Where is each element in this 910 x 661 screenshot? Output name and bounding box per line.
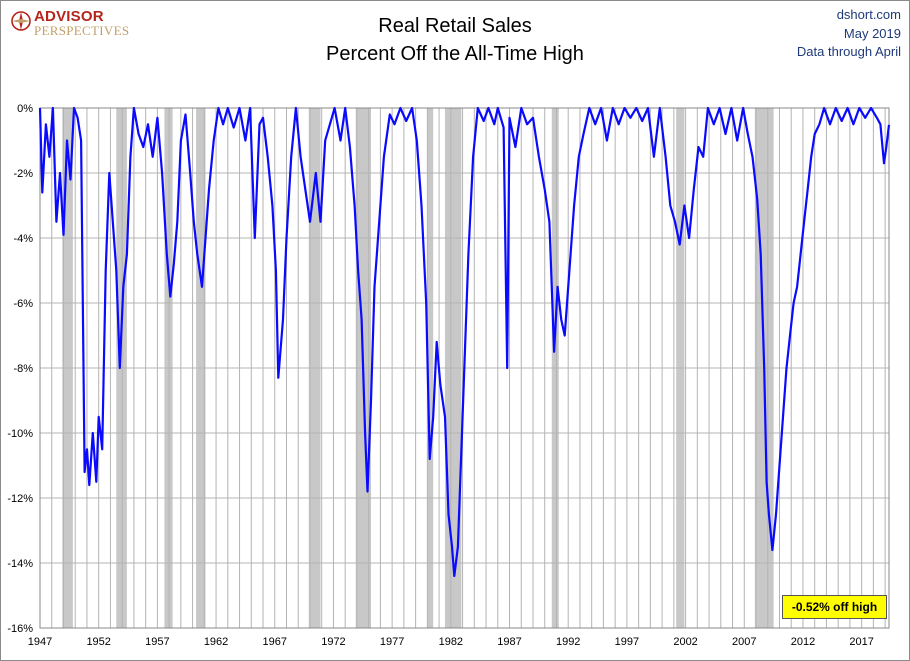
y-tick-label: -8% (13, 363, 33, 375)
y-axis-labels: 0% -2% -4% -6% -8% -10% -12% -14% -16% (7, 103, 33, 635)
series-line (38, 106, 891, 578)
x-tick-label: 1982 (439, 636, 463, 648)
x-axis-labels: 1947 1952 1957 1962 1967 1972 1977 1982 1987 1992… (28, 636, 874, 648)
y-tick-label: -10% (7, 428, 33, 440)
plot-area-border (39, 107, 890, 629)
x-tick-label: 1977 (380, 636, 404, 648)
gridlines (39, 107, 889, 629)
y-tick-label: -16% (7, 623, 33, 635)
advisor-perspectives-logo: ADVISOR PERSPECTIVES (10, 8, 140, 38)
x-tick-label: 1967 (263, 636, 287, 648)
x-tick-label: 1952 (86, 636, 110, 648)
y-tick-label: -4% (13, 233, 33, 245)
x-tick-label: 1992 (556, 636, 580, 648)
y-tick-label: 0% (17, 103, 33, 115)
x-tick-label: 1962 (204, 636, 228, 648)
x-tick-label: 2002 (673, 636, 697, 648)
date-label: May 2019 (843, 26, 901, 41)
x-tick-label: 2007 (732, 636, 756, 648)
x-tick-label: 1997 (615, 636, 639, 648)
y-tick-label: -14% (7, 558, 33, 570)
logo-line1: ADVISOR (34, 8, 104, 25)
source-label: dshort.com (836, 7, 901, 22)
chart-title: Real Retail Sales (378, 15, 532, 37)
y-tick-label: -2% (13, 168, 33, 180)
x-tick-label: 2012 (791, 636, 815, 648)
x-tick-label: 1947 (28, 636, 52, 648)
x-tick-label: 2017 (849, 636, 873, 648)
x-tick-label: 1957 (145, 636, 169, 648)
y-tick-label: -6% (13, 298, 33, 310)
x-tick-label: 1987 (497, 636, 521, 648)
x-tick-label: 1972 (321, 636, 345, 648)
latest-value-callout: -0.52% off high (782, 595, 887, 619)
chart-subtitle: Percent Off the All-Time High (326, 43, 584, 65)
compass-icon (11, 11, 31, 31)
logo-line2: PERSPECTIVES (34, 23, 130, 38)
data-through-label: Data through April (796, 44, 901, 59)
y-tick-label: -12% (7, 493, 33, 505)
